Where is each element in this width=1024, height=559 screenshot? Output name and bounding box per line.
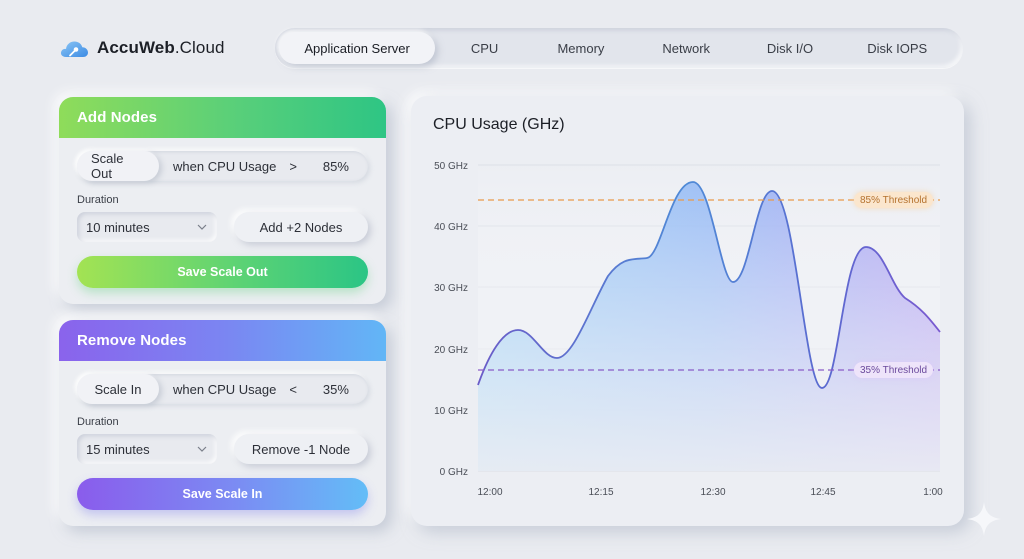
scale-in-rule: Scale In when CPU Usage < 35%	[77, 374, 368, 404]
remove-nodes-panel: Remove Nodes Scale In when CPU Usage < 3…	[59, 320, 386, 526]
svg-text:12:45: 12:45	[810, 487, 835, 498]
brand-name: AccuWeb.Cloud	[97, 38, 225, 57]
rule-operator[interactable]: <	[289, 381, 297, 397]
remove-node-button[interactable]: Remove -1 Node	[234, 434, 368, 464]
svg-text:10 GHz: 10 GHz	[434, 406, 468, 417]
svg-text:50 GHz: 50 GHz	[434, 161, 468, 172]
rule-threshold-value[interactable]: 85%	[322, 158, 349, 174]
x-axis-ticks: 12:00 12:15 12:30 12:45 1:00	[477, 487, 943, 498]
chevron-down-icon	[197, 446, 207, 452]
sparkle-icon	[967, 502, 1001, 536]
add-nodes-title: Add Nodes	[59, 97, 386, 138]
svg-text:1:00: 1:00	[923, 487, 943, 498]
duration-select[interactable]: 15 minutes	[77, 434, 217, 464]
tab-memory[interactable]: Memory	[557, 40, 605, 56]
scale-in-toggle[interactable]: Scale In	[77, 374, 159, 404]
duration-label: Duration	[77, 194, 119, 206]
save-scale-in-button[interactable]: Save Scale In	[77, 478, 368, 510]
chart-title: CPU Usage (GHz)	[433, 116, 565, 133]
add-nodes-panel: Add Nodes Scale Out when CPU Usage > 85%…	[59, 97, 386, 304]
high-threshold-label: 85% Threshold	[854, 192, 934, 208]
cpu-usage-chart-card: CPU Usage (GHz)	[411, 96, 964, 526]
svg-text:0 GHz: 0 GHz	[440, 467, 468, 478]
tab-cpu[interactable]: CPU	[470, 40, 499, 56]
add-nodes-button[interactable]: Add +2 Nodes	[234, 212, 368, 242]
rule-condition: when CPU Usage	[173, 381, 277, 397]
cpu-usage-chart: 50 GHz 40 GHz 30 GHz 20 GHz 10 GHz 0 GHz…	[434, 156, 943, 498]
duration-label: Duration	[77, 416, 119, 428]
rule-condition: when CPU Usage	[173, 158, 277, 174]
svg-text:12:15: 12:15	[588, 487, 613, 498]
chevron-down-icon	[197, 224, 207, 230]
svg-text:20 GHz: 20 GHz	[434, 345, 468, 356]
svg-text:12:30: 12:30	[700, 487, 725, 498]
tab-disk-io[interactable]: Disk I/O	[766, 40, 814, 56]
cpu-usage-line	[477, 181, 941, 389]
save-scale-out-button[interactable]: Save Scale Out	[77, 256, 368, 288]
rule-threshold-value[interactable]: 35%	[322, 381, 349, 397]
svg-text:12:00: 12:00	[477, 487, 502, 498]
brand-logo: AccuWeb.Cloud	[59, 36, 225, 60]
svg-text:30 GHz: 30 GHz	[434, 283, 468, 294]
rule-operator[interactable]: >	[289, 158, 297, 174]
remove-nodes-title: Remove Nodes	[59, 320, 386, 361]
duration-value: 15 minutes	[86, 441, 150, 457]
cloud-key-icon	[60, 41, 88, 57]
tab-disk-iops[interactable]: Disk IOPS	[867, 40, 928, 56]
low-threshold-label: 35% Threshold	[854, 362, 934, 378]
svg-text:40 GHz: 40 GHz	[434, 222, 468, 233]
scale-out-toggle[interactable]: Scale Out	[77, 151, 159, 181]
metric-tabs: Application Server CPU Memory Network Di…	[275, 28, 963, 68]
scale-out-rule: Scale Out when CPU Usage > 85%	[77, 151, 368, 181]
tab-application-server[interactable]: Application Server	[279, 32, 436, 64]
tab-network[interactable]: Network	[662, 40, 711, 56]
duration-value: 10 minutes	[86, 219, 150, 235]
duration-select[interactable]: 10 minutes	[77, 212, 217, 242]
y-axis-ticks: 50 GHz 40 GHz 30 GHz 20 GHz 10 GHz 0 GHz	[434, 161, 468, 478]
